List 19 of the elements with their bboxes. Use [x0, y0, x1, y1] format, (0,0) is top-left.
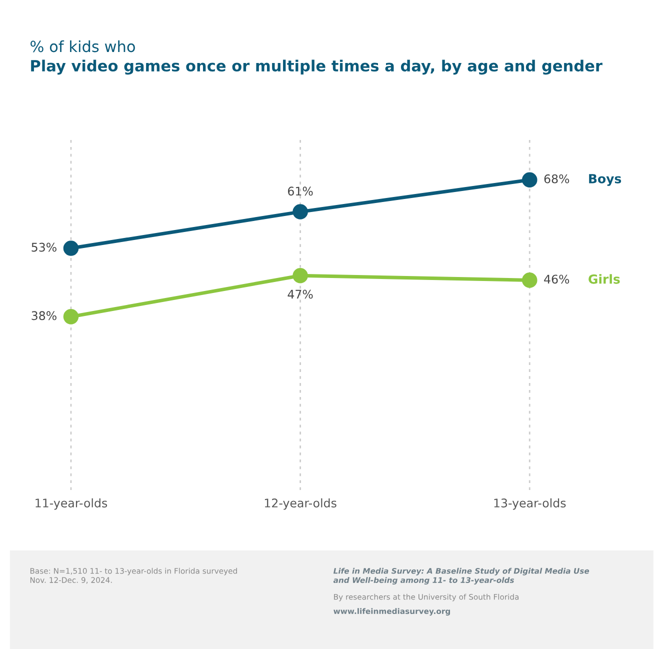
data-label: 47%	[288, 290, 313, 299]
data-label: 68%	[544, 174, 570, 184]
data-label: 53%	[32, 242, 56, 252]
chart-title: Play video games once or multiple times a day, by age and gender	[31, 60, 602, 75]
point	[63, 240, 79, 256]
point	[522, 172, 538, 188]
point	[292, 268, 308, 284]
data-label: 46%	[544, 274, 570, 284]
x-tick-label: 13-year-olds	[494, 498, 566, 510]
chart-subtitle: % of kids who	[30, 40, 135, 52]
x-tick-label: 11-year-olds	[36, 498, 108, 510]
text: Girls	[588, 274, 620, 284]
point	[63, 309, 79, 324]
text: Boys	[589, 174, 622, 186]
point	[522, 272, 538, 288]
data-label: 61%	[288, 186, 313, 196]
data-label: 38%	[32, 311, 56, 320]
x-tick-label: 12-year-olds	[264, 498, 336, 510]
point	[292, 204, 308, 220]
